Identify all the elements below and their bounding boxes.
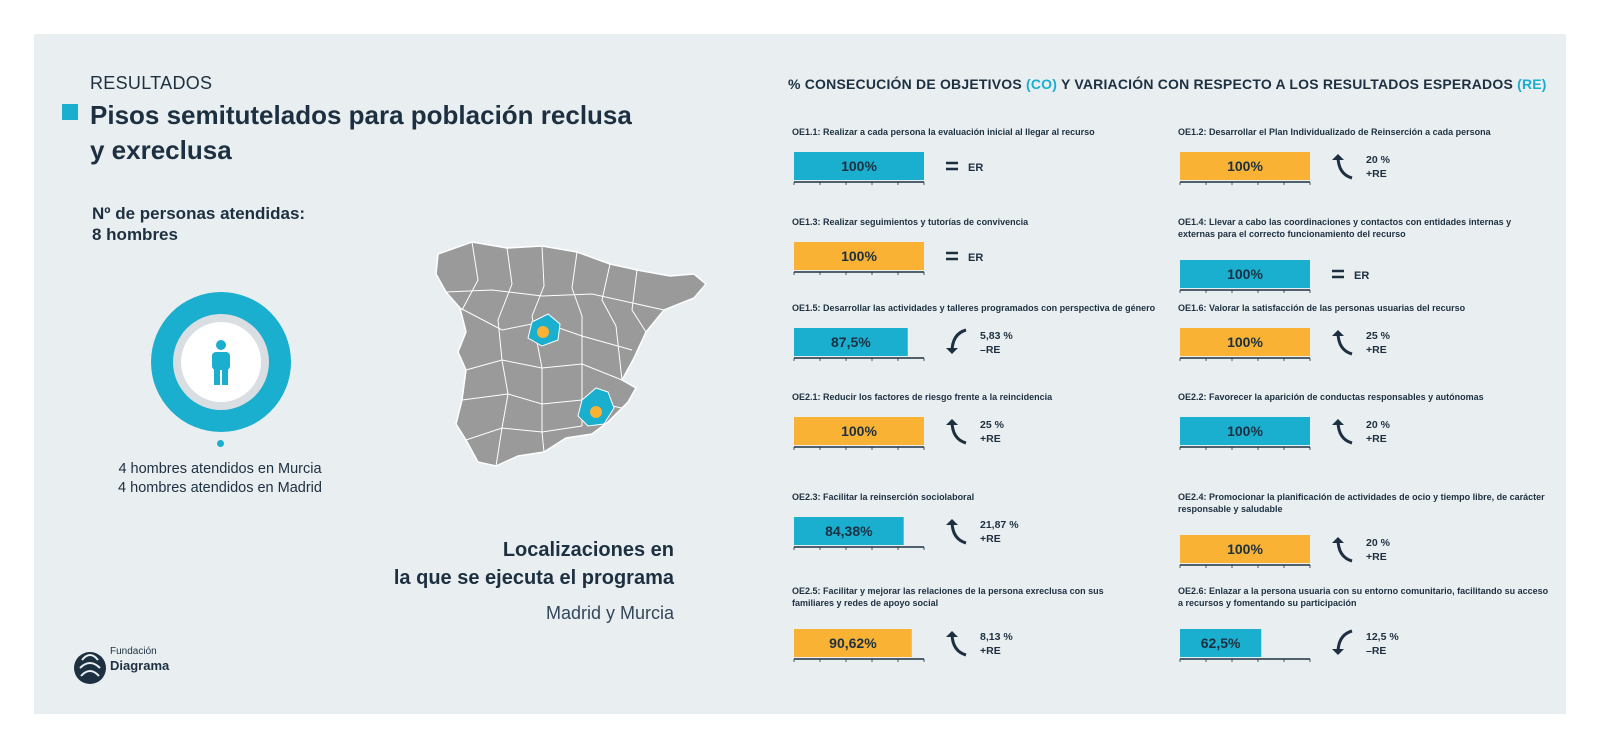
variation-label: +RE <box>980 645 1001 657</box>
variation-percent: 8,13 % <box>980 631 1013 643</box>
objective-title: a recursos y fomentando su participación <box>1178 598 1357 608</box>
variation-label: ER <box>968 252 983 264</box>
people-served-count: 8 hombres <box>92 225 178 244</box>
objective-bar <box>1180 535 1310 563</box>
fundacion-diagrama-logo: Fundación Diagrama <box>72 646 182 686</box>
chart-heading-part-1: % CONSECUCIÓN DE OBJETIVOS <box>788 76 1026 92</box>
objective-bar <box>794 629 912 657</box>
objective-title: OE1.4: Llevar a cabo las coordinaciones … <box>1178 217 1511 227</box>
locations-subtitle: Madrid y Murcia <box>545 603 674 623</box>
chart-heading-part-2: Y VARIACIÓN CON RESPECTO A LOS RESULTADO… <box>1057 76 1518 92</box>
spain-map <box>435 241 708 467</box>
variation-percent: 25 % <box>1366 330 1391 342</box>
objective-title: OE1.2: Desarrollar el Plan Individualiza… <box>1178 127 1492 137</box>
objective-bar <box>794 517 904 545</box>
objective-bar <box>1180 417 1310 445</box>
people-served-label: Nº de personas atendidas: <box>92 204 306 223</box>
variation-percent: 5,83 % <box>980 330 1013 342</box>
arrow-head-icon <box>1332 154 1344 160</box>
arrow-head-icon <box>946 519 958 525</box>
chart-heading: % CONSECUCIÓN DE OBJETIVOS (CO) Y VARIAC… <box>788 76 1547 92</box>
objective-title: OE2.1: Reducir los factores de riesgo fr… <box>792 392 1053 402</box>
variation-label: +RE <box>1366 433 1387 445</box>
arrow-head-icon <box>1332 537 1344 543</box>
objective-value-label: 100% <box>1227 423 1263 439</box>
objective-value-label: 62,5% <box>1201 635 1241 651</box>
logo-line-1: Fundación <box>110 646 157 657</box>
objective-bar <box>794 242 924 270</box>
variation-percent: 12,5 % <box>1366 631 1399 643</box>
objective-title: OE2.5: Facilitar y mejorar las relacione… <box>792 586 1104 596</box>
objective-bar <box>1180 629 1262 657</box>
donut-pointer-dot <box>217 440 224 447</box>
variation-label: –RE <box>980 344 1000 356</box>
objective-value-label: 100% <box>1227 266 1263 282</box>
variation-percent: 20 % <box>1366 537 1391 549</box>
objective-bar <box>794 417 924 445</box>
variation-label: +RE <box>980 533 1001 545</box>
variation-label: –RE <box>1366 645 1386 657</box>
chart-heading-accent-2: (RE) <box>1517 76 1547 92</box>
arrow-head-icon <box>1332 649 1344 655</box>
objective-title: OE1.3: Realizar seguimientos y tutorías … <box>792 217 1029 227</box>
objective-title: OE2.4: Promocionar la planificación de a… <box>1178 492 1545 502</box>
objective-bar <box>1180 328 1310 356</box>
arrow-head-icon <box>946 419 958 425</box>
objective-bar <box>1180 152 1310 180</box>
arrow-head-icon <box>946 348 958 354</box>
variation-label: ER <box>968 162 983 174</box>
objective-value-label: 90,62% <box>829 635 877 651</box>
variation-label: +RE <box>1366 551 1387 563</box>
logo-emblem-icon <box>74 652 106 684</box>
objective-bar <box>1180 260 1310 288</box>
objective-value-label: 100% <box>1227 541 1263 557</box>
people-detail-murcia: 4 hombres atendidos en Murcia <box>118 461 322 477</box>
objective-value-label: 100% <box>1227 158 1263 174</box>
section-label: RESULTADOS <box>90 73 213 93</box>
objective-title: OE1.6: Valorar la satisfacción de las pe… <box>1178 303 1466 313</box>
objective-title: externas para el correcto funcionamiento… <box>1178 229 1406 239</box>
page-title: Pisos semitutelados para población reclu… <box>90 100 632 165</box>
variation-percent: 20 % <box>1366 154 1391 166</box>
locations-title-line-2: la que se ejecuta el programa <box>393 567 674 589</box>
person-icon <box>212 340 230 385</box>
spain-mainland <box>435 241 708 467</box>
objective-title: OE1.5: Desarrollar las actividades y tal… <box>792 303 1156 313</box>
arrow-head-icon <box>946 631 958 637</box>
objective-title: familiares y redes de apoyo social <box>792 598 938 608</box>
variation-percent: 25 % <box>980 419 1005 431</box>
chart-heading-accent-1: (CO) <box>1026 76 1058 92</box>
people-detail-madrid: 4 hombres atendidos en Madrid <box>118 480 322 496</box>
madrid-marker <box>537 326 549 338</box>
arrow-head-icon <box>1332 419 1344 425</box>
objective-value-label: 87,5% <box>831 334 871 350</box>
objective-value-label: 100% <box>1227 334 1263 350</box>
locations-title: Localizaciones en la que se ejecuta el p… <box>300 536 674 592</box>
objective-value-label: 100% <box>841 158 877 174</box>
people-donut <box>151 292 291 432</box>
objective-title: OE2.2: Favorecer la aparición de conduct… <box>1178 392 1484 402</box>
variation-label: +RE <box>980 433 1001 445</box>
variation-percent: 21,87 % <box>980 519 1019 531</box>
variation-label: ER <box>1354 270 1369 282</box>
logo-line-2: Diagrama <box>110 658 170 673</box>
objective-value-label: 100% <box>841 248 877 264</box>
objective-title: OE2.6: Enlazar a la persona usuaria con … <box>1178 586 1549 596</box>
murcia-marker <box>590 406 602 418</box>
variation-label: +RE <box>1366 168 1387 180</box>
locations-title-line-1: Localizaciones en <box>502 539 674 561</box>
title-marker <box>62 104 78 120</box>
variation-percent: 20 % <box>1366 419 1391 431</box>
objective-title: responsable y saludable <box>1178 504 1283 514</box>
objective-bar <box>794 328 908 356</box>
arrow-head-icon <box>1332 330 1344 336</box>
people-detail: 4 hombres atendidos en Murcia 4 hombres … <box>90 460 350 498</box>
objective-title: OE2.3: Facilitar la reinserción sociolab… <box>792 492 974 502</box>
objective-value-label: 100% <box>841 423 877 439</box>
variation-label: +RE <box>1366 344 1387 356</box>
objective-value-label: 84,38% <box>825 523 873 539</box>
objective-bar <box>794 152 924 180</box>
objective-title: OE1.1: Realizar a cada persona la evalua… <box>792 127 1095 137</box>
